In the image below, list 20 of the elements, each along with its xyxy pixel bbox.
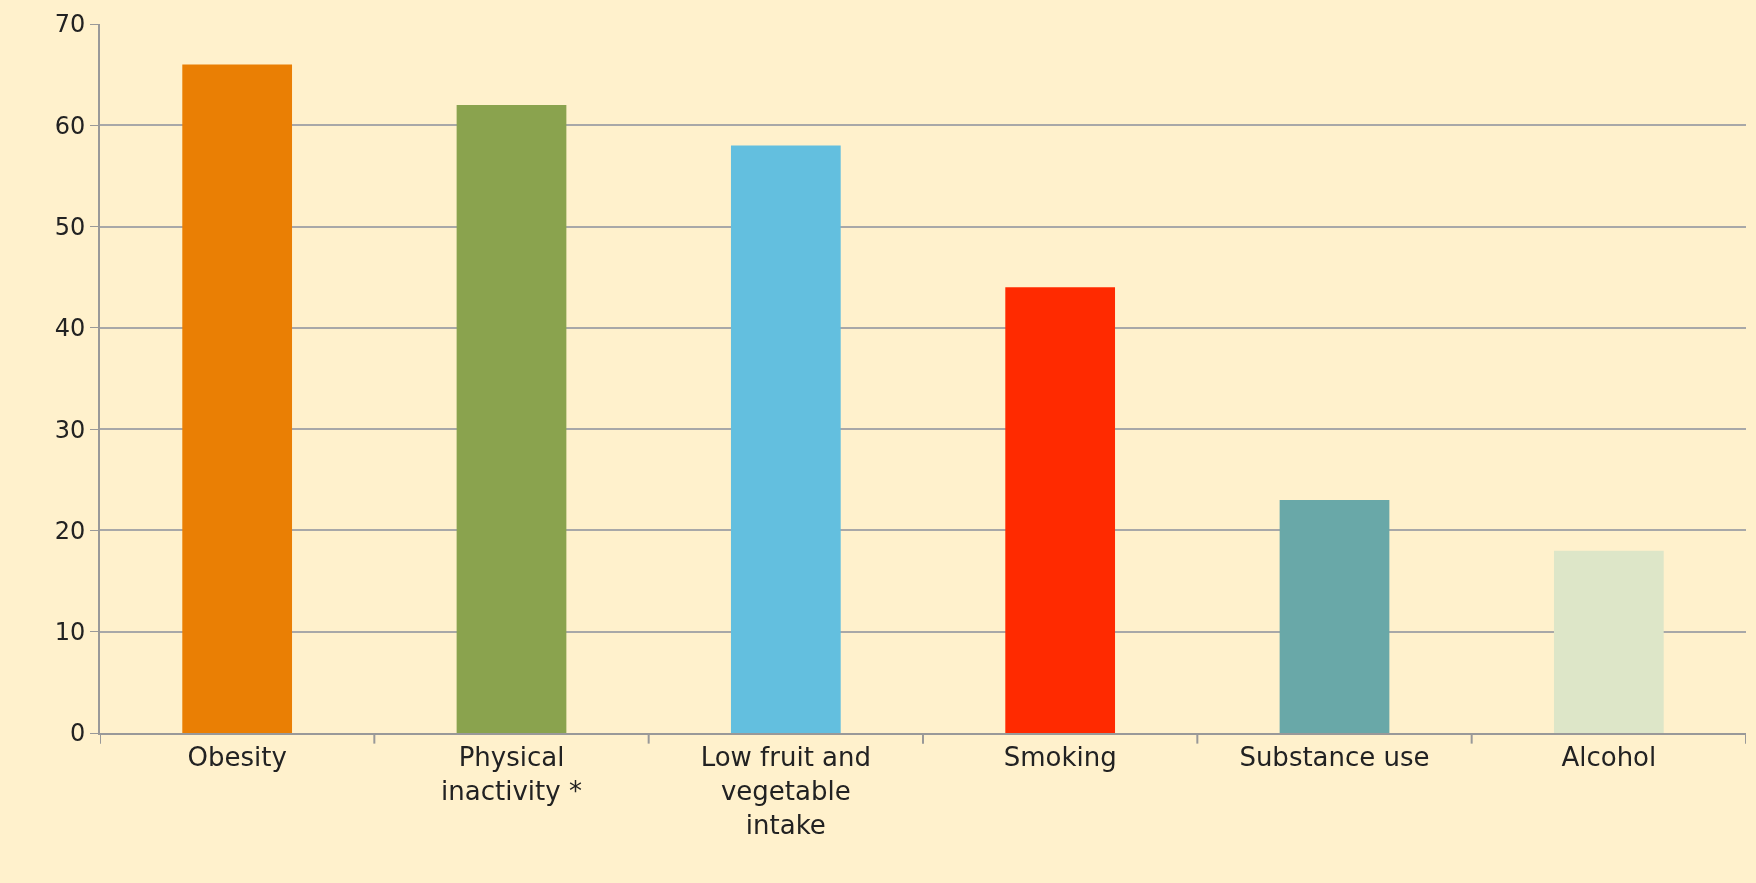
y-tick-label: 50	[54, 212, 86, 241]
y-tick-label: 10	[54, 618, 86, 647]
x-tick-label: Low fruit and vegetable intake	[700, 742, 872, 840]
bar	[182, 64, 293, 733]
y-tick-label: 20	[54, 516, 86, 545]
bar	[730, 145, 841, 733]
y-tick-label: 70	[54, 10, 86, 39]
x-tick-label: Substance use	[1239, 742, 1430, 773]
x-tick-label: Smoking	[1003, 742, 1117, 773]
x-tick-label: Obesity	[187, 742, 287, 773]
bar	[1005, 287, 1116, 733]
y-tick-label: 40	[54, 314, 86, 343]
x-tick-label: Alcohol	[1561, 742, 1657, 773]
bar	[456, 105, 567, 733]
x-tick-label: Physical inactivity *	[441, 742, 582, 806]
bar	[1279, 500, 1390, 733]
bar	[1553, 550, 1664, 733]
y-tick-label: 30	[54, 415, 86, 444]
y-tick-label: 0	[69, 719, 86, 748]
y-tick-label: 60	[54, 111, 86, 140]
